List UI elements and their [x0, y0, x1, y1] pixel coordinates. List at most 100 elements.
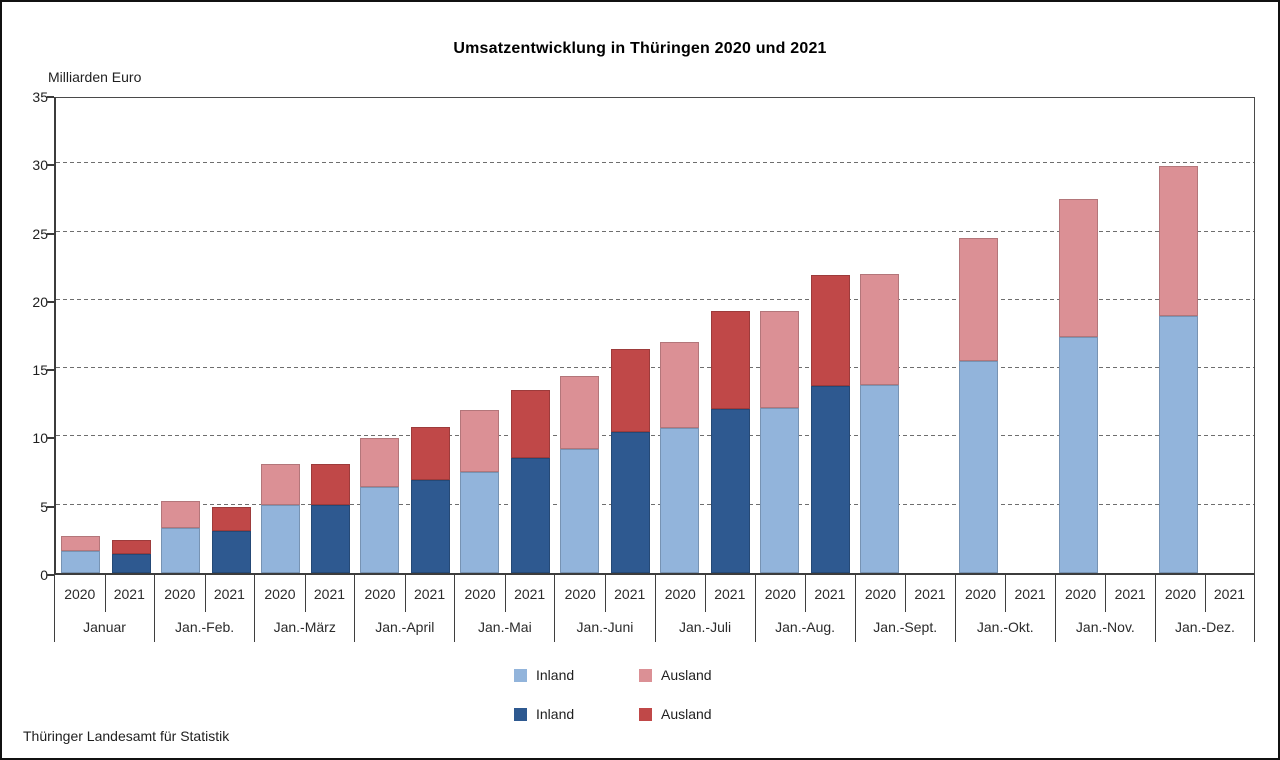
year-label-2021: 2021: [1213, 585, 1246, 602]
legend-swatch-inland-2021: [514, 707, 527, 721]
month-label: Jan.-Dez.: [1174, 619, 1235, 635]
ytick-label-15: 15: [32, 362, 48, 379]
legend-item-inland-2021: Inland: [514, 706, 639, 722]
year-label-2020: 2020: [164, 585, 196, 602]
bar-group-Jan.-Aug.: [755, 98, 855, 573]
year-label-2021: 2021: [113, 585, 145, 602]
year-label-2020: 2020: [464, 585, 496, 602]
year-separator: [604, 575, 606, 612]
year-separator: [1105, 575, 1107, 612]
legend-label: Ausland: [661, 667, 712, 683]
year-label-2020: 2020: [964, 585, 997, 602]
ytick-mark-5: [47, 505, 54, 508]
year-separator: [905, 575, 907, 612]
xgroup-Jan.-Okt.: 2020 2021 Jan.-Okt.: [954, 575, 1055, 642]
year-row: 2020 2021: [856, 575, 955, 612]
bar-Jan.-Aug.-2020: [759, 310, 799, 573]
year-label-2020: 2020: [764, 585, 796, 602]
xgroup-Jan.-Sept.: 2020 2021 Jan.-Sept.: [854, 575, 955, 642]
bar-segment-ausland-2020: [859, 273, 899, 385]
year-row: 2020 2021: [555, 575, 654, 612]
year-label-2021: 2021: [1114, 585, 1146, 602]
year-label-2020: 2020: [864, 585, 896, 602]
xgroup-Jan.-Mai: 2020 2021 Jan.-Mai: [454, 575, 554, 642]
month-label: Jan.-Sept.: [873, 619, 938, 635]
bar-segment-ausland-2020: [560, 376, 600, 449]
bar-segment-inland-2020: [759, 407, 799, 573]
bar-segment-inland-2020: [160, 527, 200, 573]
bar-segment-inland-2021: [710, 409, 750, 573]
source-note: Thüringer Landesamt für Statistik: [23, 728, 230, 744]
year-label-2021: 2021: [313, 585, 346, 602]
chart-title: Umsatzentwicklung in Thüringen 2020 und …: [453, 40, 827, 57]
year-label-2020: 2020: [664, 585, 696, 602]
gridlines-layer: [56, 98, 1254, 573]
bar-group-Jan.-Sept.: [855, 98, 955, 573]
ytick-label-0: 0: [40, 567, 48, 583]
bar-segment-inland-2021: [111, 553, 151, 573]
bar-Jan.-Okt.-2020: [959, 238, 999, 573]
ytick-mark-0: [47, 574, 54, 576]
bar-Jan.-Sept.-2020: [859, 273, 899, 573]
year-separator: [705, 575, 707, 612]
year-label-2021: 2021: [514, 585, 546, 602]
bar-Jan.-März-2021: [311, 463, 351, 573]
bar-Jan.-Feb.-2021: [211, 507, 251, 573]
year-row: 2020 2021: [656, 575, 755, 612]
bar-segment-ausland-2020: [759, 310, 799, 408]
month-label: Jan.-Nov.: [1075, 619, 1135, 635]
legend-label: Inland: [536, 667, 575, 683]
bar-Jan.-Mai-2021: [511, 390, 551, 573]
legend-item-ausland-2021: Ausland: [639, 706, 712, 722]
ytick-label-30: 30: [32, 157, 48, 174]
month-label: Januar: [83, 619, 126, 635]
bar-group-Jan.-Mai: [455, 98, 555, 573]
ytick-label-25: 25: [32, 225, 48, 242]
xgroup-Jan.-Nov.: 2020 2021 Jan.-Nov.: [1054, 575, 1155, 642]
ytick-label-5: 5: [40, 498, 48, 515]
year-row: 2020 2021: [1156, 575, 1254, 612]
bar-segment-inland-2020: [560, 448, 600, 573]
y-axis-unit-label: Milliarden Euro: [48, 69, 142, 85]
x-axis-label-table: 2020 2021 Januar 2020 2021 Jan.-Feb. 2020 2021 J…: [54, 575, 1255, 642]
bar-segment-inland-2021: [311, 504, 351, 573]
bar-group-Jan.-März: [256, 98, 356, 573]
bar-segment-inland-2021: [511, 458, 551, 573]
bar-segment-inland-2021: [411, 480, 451, 573]
bar-segment-ausland-2020: [61, 536, 100, 552]
month-label: Jan.-Feb.: [175, 619, 235, 635]
xgroup-Jan.-April: 2020 2021 Jan.-April: [354, 575, 454, 642]
year-label-2020: 2020: [64, 585, 96, 602]
gridline-15: [56, 367, 1254, 369]
ytick-mark-10: [47, 437, 54, 440]
year-separator: [504, 575, 506, 612]
bar-segment-inland-2020: [859, 384, 899, 573]
year-separator: [104, 575, 106, 612]
xgroup-Jan.-Aug.: 2020 2021 Jan.-Aug.: [754, 575, 855, 642]
year-row: 2020 2021: [55, 575, 154, 612]
legend-swatch-ausland-2020: [639, 668, 652, 682]
ytick-mark-35: [47, 96, 54, 98]
xgroup-Jan.-Juli: 2020 2021 Jan.-Juli: [654, 575, 755, 642]
ytick-mark-15: [47, 369, 54, 372]
bar-group-Januar: [56, 98, 156, 573]
year-label-2020: 2020: [1164, 585, 1196, 602]
gridline-5: [56, 503, 1254, 505]
bar-segment-inland-2021: [610, 432, 650, 573]
bar-segment-inland-2020: [1059, 336, 1099, 573]
ytick-mark-25: [47, 232, 54, 235]
year-label-2021: 2021: [614, 585, 646, 602]
xgroup-Januar: 2020 2021 Januar: [54, 575, 154, 642]
bar-Jan.-Dez.-2020: [1159, 166, 1199, 573]
month-label: Jan.-Juni: [576, 619, 634, 635]
month-label: Jan.-März: [273, 619, 336, 635]
bar-Jan.-Mai-2020: [460, 410, 500, 573]
bar-segment-ausland-2021: [111, 540, 151, 554]
month-label: Jan.-April: [375, 619, 435, 635]
bar-Jan.-April-2021: [411, 426, 451, 573]
year-row: 2020 2021: [756, 575, 855, 612]
bar-segment-ausland-2021: [211, 507, 251, 531]
legend-item-ausland-2020: Ausland: [639, 667, 712, 683]
year-row: 2020 2021: [355, 575, 454, 612]
